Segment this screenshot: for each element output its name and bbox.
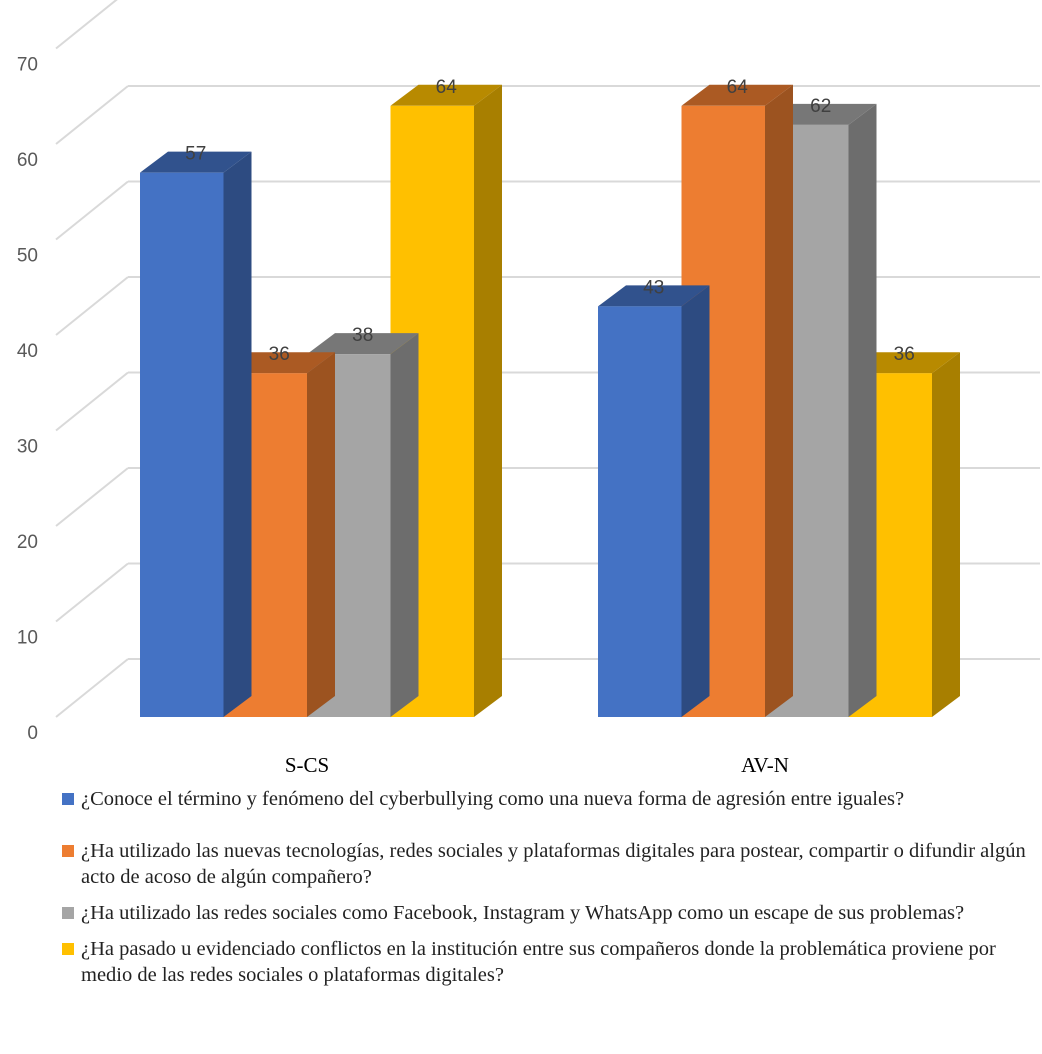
legend-item: ¿Ha pasado u evidenciado conflictos en l… <box>62 936 1037 988</box>
legend-item: ¿Conoce el término y fenómeno del cyberb… <box>62 786 1037 812</box>
data-label: 36 <box>894 344 915 365</box>
data-labels: 57 36 38 64 43 64 62 36 <box>185 77 915 365</box>
legend-swatch <box>62 907 74 919</box>
gridline-diagonal <box>55 658 129 718</box>
legend: ¿Conoce el término y fenómeno del cyberb… <box>62 786 1037 988</box>
gridline-diagonal <box>55 371 129 432</box>
bar-front <box>598 306 682 717</box>
data-label: 38 <box>352 325 373 346</box>
bar-side <box>390 333 419 717</box>
gridline-diagonal <box>55 0 118 50</box>
y-axis-ticks: 0 10 20 30 40 50 60 70 <box>17 55 38 745</box>
legend-swatch <box>62 943 74 955</box>
data-label: 62 <box>810 96 831 117</box>
bar-top <box>598 285 710 307</box>
bar <box>598 285 710 717</box>
data-label: 64 <box>436 77 458 98</box>
x-axis-categories: S-CS AV-N <box>285 753 789 777</box>
data-label: 57 <box>185 144 206 165</box>
bar-side <box>848 103 877 717</box>
y-tick-label: 20 <box>17 532 38 553</box>
gridline-diagonal <box>55 276 129 336</box>
bar-side <box>307 352 335 717</box>
data-label: 64 <box>727 77 749 98</box>
legend-item: ¿Ha utilizado las nuevas tecnologías, re… <box>62 838 1037 890</box>
bar-top <box>681 84 793 106</box>
data-label: 43 <box>643 277 664 298</box>
gridline-diagonal <box>55 562 129 623</box>
legend-swatch <box>62 793 74 805</box>
legend-label: ¿Conoce el término y fenómeno del cyberb… <box>81 788 905 810</box>
x-category-label: AV-N <box>741 753 789 777</box>
y-tick-label: 40 <box>17 341 38 362</box>
legend-label: ¿Ha utilizado las nuevas tecnologías, re… <box>81 840 1026 888</box>
y-tick-label: 70 <box>17 55 38 76</box>
y-tick-label: 30 <box>17 437 38 458</box>
y-tick-label: 50 <box>17 246 38 267</box>
legend-swatch <box>62 845 74 857</box>
legend-label: ¿Ha pasado u evidenciado conflictos en l… <box>81 938 996 986</box>
y-tick-label: 0 <box>27 723 38 744</box>
bar-side <box>474 84 502 718</box>
y-tick-label: 60 <box>17 150 38 171</box>
bar-side <box>765 84 793 718</box>
x-category-label: S-CS <box>285 753 329 777</box>
gridline-diagonal <box>55 467 129 527</box>
bar-top <box>390 84 502 106</box>
gridline-diagonal <box>55 180 129 241</box>
bar-side <box>932 352 960 717</box>
bar-front <box>140 172 224 717</box>
gridline-diagonal <box>55 85 129 145</box>
y-tick-label: 10 <box>17 628 38 649</box>
legend-label: ¿Ha utilizado las redes sociales como Fa… <box>81 902 965 924</box>
bar-top <box>140 151 252 173</box>
bar-side <box>223 151 252 717</box>
bar <box>140 151 252 717</box>
bars <box>140 84 960 718</box>
legend-item: ¿Ha utilizado las redes sociales como Fa… <box>62 900 1037 926</box>
bar-chart: 0 10 20 30 40 50 60 70 57 36 38 64 43 64 62 36 S-CS AV-… <box>17 0 1040 777</box>
data-label: 36 <box>269 344 290 365</box>
bar-side <box>681 285 710 717</box>
bar-top <box>307 333 419 355</box>
